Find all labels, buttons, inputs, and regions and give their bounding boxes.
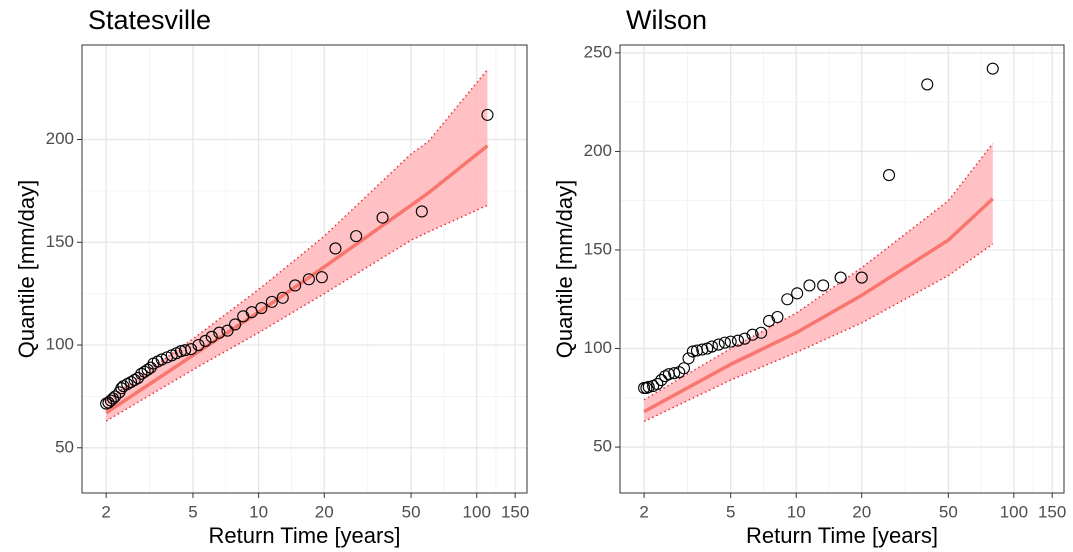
data-point <box>106 392 120 405</box>
x-tick-label: 100 <box>1000 502 1028 521</box>
data-point <box>771 310 784 324</box>
data-point <box>677 362 691 375</box>
data-point <box>302 273 315 286</box>
x-tick-label: 150 <box>1038 502 1066 521</box>
data-point <box>686 345 699 358</box>
plot-border <box>81 44 528 494</box>
data-point <box>192 338 205 352</box>
x-tick-label: 150 <box>501 502 529 521</box>
data-point <box>144 361 157 374</box>
data-point <box>138 365 151 378</box>
data-point <box>131 371 145 384</box>
data-point <box>705 340 718 353</box>
data-point <box>712 338 725 351</box>
data-point <box>104 394 117 407</box>
x-tick-label: 50 <box>939 502 958 521</box>
data-point <box>415 205 428 218</box>
data-point <box>155 353 168 366</box>
y-tick-label: 150 <box>46 232 74 251</box>
x-tick-label: 5 <box>188 502 197 521</box>
data-point <box>109 390 122 403</box>
data-point <box>184 343 198 356</box>
x-tick-label: 50 <box>402 502 421 521</box>
data-point <box>315 271 328 284</box>
data-point <box>882 169 896 182</box>
data-point <box>213 326 226 339</box>
panel: 2 5 10 20 50 100 150 50 100 150 200 250 Wilson Return… <box>552 5 1067 548</box>
data-point <box>199 334 212 347</box>
data-point <box>921 78 934 91</box>
panel-title: Wilson <box>626 5 707 35</box>
y-tick-label: 100 <box>46 335 74 354</box>
y-axis-title: Quantile [mm/day] <box>14 180 39 359</box>
data-point <box>746 328 759 341</box>
data-point <box>738 332 751 345</box>
x-tick-label: 10 <box>249 502 268 521</box>
y-tick-label: 250 <box>584 42 612 61</box>
data-point <box>817 279 830 292</box>
upper-bound <box>105 69 489 402</box>
data-point <box>289 279 302 292</box>
data-point <box>481 108 494 121</box>
y-tick-label: 50 <box>55 437 74 456</box>
data-point <box>255 301 268 315</box>
data-point <box>376 211 389 224</box>
data-point <box>128 373 141 387</box>
panel-title: Statesville <box>88 5 211 35</box>
fit-line <box>105 144 489 415</box>
x-tick-label: 20 <box>315 502 334 521</box>
x-tick-label: 2 <box>639 502 648 521</box>
x-tick-label: 100 <box>463 502 491 521</box>
x-tick-label: 20 <box>852 502 871 521</box>
data-point <box>276 291 289 304</box>
confidence-band <box>644 143 993 422</box>
data-point <box>682 352 695 365</box>
data-point <box>762 314 776 327</box>
data-point <box>205 330 218 343</box>
data-point <box>755 326 768 339</box>
data-point <box>265 295 278 308</box>
y-tick-label: 200 <box>584 141 612 160</box>
data-point <box>724 335 737 348</box>
data-point <box>221 324 234 337</box>
data-point <box>655 374 668 387</box>
plot-border <box>619 44 1065 494</box>
x-axis-title: Return Time [years] <box>746 523 938 548</box>
data-point <box>651 377 664 391</box>
y-tick-label: 200 <box>46 129 74 148</box>
data-point <box>668 367 681 380</box>
y-tick-label: 150 <box>584 239 612 258</box>
lower-bound <box>643 243 994 423</box>
y-tick-label: 50 <box>593 437 612 456</box>
x-tick-label: 10 <box>787 502 806 521</box>
data-point <box>803 279 816 292</box>
data-point <box>791 287 804 300</box>
x-tick-label: 5 <box>726 502 735 521</box>
data-point <box>986 62 999 75</box>
data-point <box>229 318 242 331</box>
confidence-band <box>106 69 488 422</box>
data-point <box>834 271 847 284</box>
fit-line <box>643 197 994 414</box>
data-point <box>855 271 868 284</box>
y-axis-title: Quantile [mm/day] <box>552 180 577 359</box>
data-point <box>781 293 794 306</box>
x-axis-title: Return Time [years] <box>209 523 401 548</box>
y-tick-label: 100 <box>584 338 612 357</box>
data-point <box>350 230 363 243</box>
lower-bound <box>105 204 488 422</box>
data-point <box>718 336 731 349</box>
data-point <box>178 344 192 357</box>
data-point <box>135 367 148 380</box>
panel: 2 5 10 20 50 100 150 50 100 150 200 Statesville Retu… <box>14 5 530 548</box>
data-point <box>102 396 115 409</box>
x-tick-label: 2 <box>101 502 110 521</box>
data-point <box>731 334 745 347</box>
plot-background <box>620 45 1064 493</box>
data-point <box>329 242 342 255</box>
data-point <box>642 380 655 394</box>
